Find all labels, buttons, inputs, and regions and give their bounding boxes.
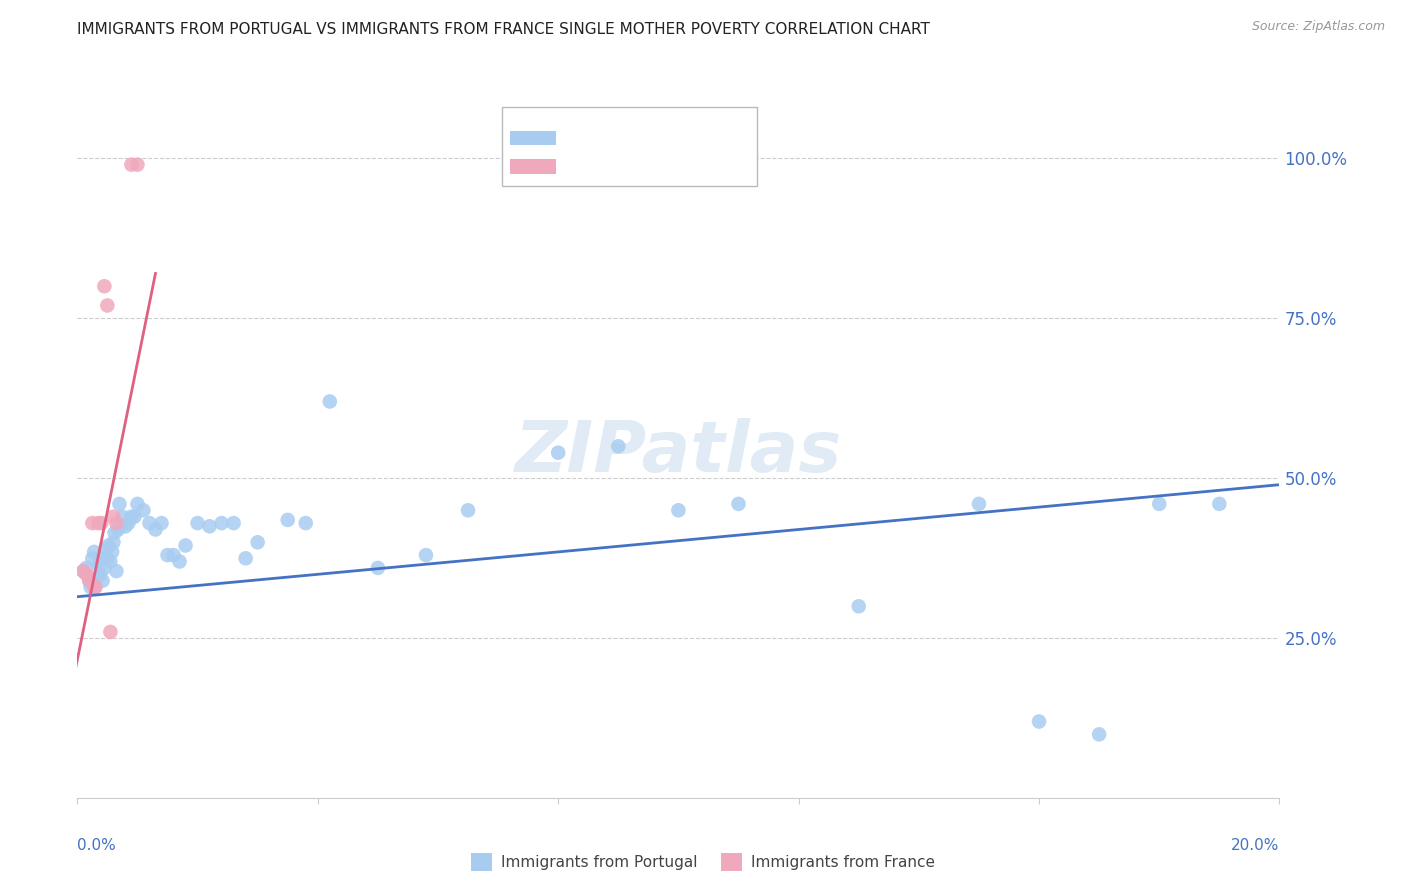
Point <box>120 509 142 524</box>
Point <box>83 545 105 559</box>
Point <box>294 516 316 530</box>
Point <box>104 525 127 540</box>
Point <box>84 580 107 594</box>
Point <box>103 509 125 524</box>
Point <box>198 519 221 533</box>
Point <box>1028 714 1050 729</box>
Point <box>96 541 118 556</box>
FancyBboxPatch shape <box>509 131 557 145</box>
Point <box>107 523 129 537</box>
Point <box>668 503 690 517</box>
Point <box>87 558 110 572</box>
Point <box>84 580 107 594</box>
Point <box>246 535 269 549</box>
Point <box>127 158 149 172</box>
Point <box>547 445 569 460</box>
Point <box>100 624 122 639</box>
Point <box>967 497 990 511</box>
Point <box>117 516 139 530</box>
Point <box>100 554 122 568</box>
Point <box>72 564 94 578</box>
Point <box>156 548 179 562</box>
Text: N = 15: N = 15 <box>676 158 734 176</box>
Legend: Immigrants from Portugal, Immigrants from France: Immigrants from Portugal, Immigrants fro… <box>464 847 942 877</box>
Point <box>1088 727 1111 741</box>
FancyBboxPatch shape <box>502 107 756 186</box>
Point <box>187 516 209 530</box>
Point <box>87 516 110 530</box>
Text: R = 0.260: R = 0.260 <box>567 129 650 147</box>
Point <box>105 516 128 530</box>
Point <box>457 503 479 517</box>
Point <box>150 516 173 530</box>
Point <box>72 564 94 578</box>
Text: N = 59: N = 59 <box>676 129 734 147</box>
Point <box>211 516 233 530</box>
Point <box>105 564 128 578</box>
Point <box>132 503 155 517</box>
Point <box>90 551 112 566</box>
Point <box>1149 497 1171 511</box>
Point <box>114 519 136 533</box>
Text: ZIPatlas: ZIPatlas <box>515 418 842 487</box>
Point <box>103 535 125 549</box>
Point <box>127 497 149 511</box>
Point <box>138 516 160 530</box>
Point <box>101 545 124 559</box>
Point <box>415 548 437 562</box>
Point <box>108 497 131 511</box>
Point <box>367 561 389 575</box>
Point <box>1208 497 1230 511</box>
Point <box>111 509 134 524</box>
Text: 20.0%: 20.0% <box>1232 838 1279 854</box>
Point <box>93 561 115 575</box>
Point <box>93 279 115 293</box>
Point <box>91 574 114 588</box>
Point <box>169 554 191 568</box>
Point <box>162 548 184 562</box>
Text: R = 0.630: R = 0.630 <box>567 158 650 176</box>
Point <box>174 539 197 553</box>
Point <box>319 394 342 409</box>
Point <box>222 516 245 530</box>
Point <box>82 516 104 530</box>
Point <box>848 599 870 614</box>
Point <box>75 561 97 575</box>
Point <box>79 580 101 594</box>
Point <box>277 513 299 527</box>
Text: Source: ZipAtlas.com: Source: ZipAtlas.com <box>1251 20 1385 33</box>
Point <box>97 539 120 553</box>
FancyBboxPatch shape <box>509 160 557 174</box>
Point <box>96 298 118 312</box>
Point <box>607 439 630 453</box>
Point <box>89 567 111 582</box>
Point <box>120 158 142 172</box>
Point <box>145 523 167 537</box>
Point <box>83 580 105 594</box>
Point <box>82 551 104 566</box>
Point <box>124 509 146 524</box>
Point <box>90 516 112 530</box>
Point <box>235 551 257 566</box>
Text: 0.0%: 0.0% <box>77 838 117 854</box>
Point <box>96 551 118 566</box>
Point <box>75 567 97 582</box>
Point <box>79 574 101 588</box>
Text: IMMIGRANTS FROM PORTUGAL VS IMMIGRANTS FROM FRANCE SINGLE MOTHER POVERTY CORRELA: IMMIGRANTS FROM PORTUGAL VS IMMIGRANTS F… <box>77 22 931 37</box>
Point <box>79 574 101 588</box>
Point <box>86 570 108 584</box>
Point <box>727 497 749 511</box>
